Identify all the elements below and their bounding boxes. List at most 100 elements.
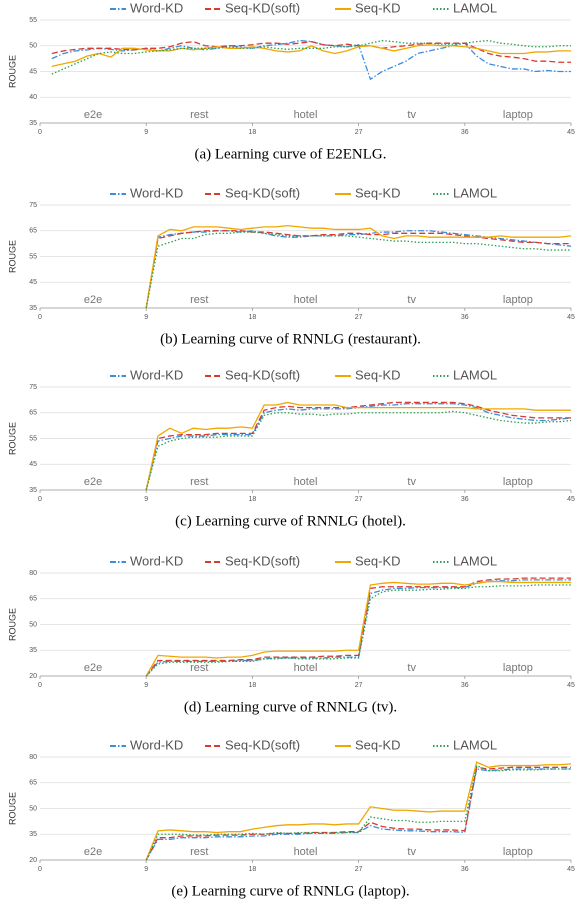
region-label: hotel [294,109,318,121]
caption: (d) Learning curve of RNNLG (tv). [184,699,397,715]
y-axis-label: ROUGE [7,422,17,455]
x-tick-label: 0 [38,496,42,503]
y-tick-label: 20 [29,673,37,680]
y-tick-label: 35 [29,487,37,494]
region-label: tv [407,109,416,121]
chart: Word-KD Seq-KD(soft) Seq-KD LAMOL 35 45 55 65 75… [7,185,575,347]
legend-label: Word-KD [130,0,183,15]
legend-label: LAMOL [453,0,497,15]
y-tick-label: 35 [29,647,37,654]
y-tick-label: 35 [29,831,37,838]
y-axis-label: ROUGE [7,608,17,641]
y-tick-label: 65 [29,410,37,417]
region-label: rest [190,109,208,121]
chart: Word-KD Seq-KD(soft) Seq-KD LAMOL 35 45 55 65 75… [7,367,575,529]
legend-label: Seq-KD [355,0,401,15]
caption: (e) Learning curve of RNNLG (laptop). [171,883,409,899]
series-line [145,401,571,491]
series-line [145,761,572,861]
x-tick-label: 27 [355,866,363,873]
x-tick-label: 9 [144,682,148,689]
legend-label: Word-KD [130,185,183,200]
x-tick-label: 45 [567,682,575,689]
y-tick-label: 45 [29,461,37,468]
legend-label: Seq-KD [355,185,401,200]
y-tick-label: 50 [29,621,37,628]
y-tick-label: 55 [29,253,37,260]
region-label: hotel [294,662,318,674]
series-line [51,44,571,67]
series-line [145,766,571,861]
region-label: laptop [503,476,533,488]
y-tick-label: 45 [29,68,37,75]
region-label: rest [190,846,208,858]
x-tick-label: 9 [144,496,148,503]
legend-label: Seq-KD(soft) [225,737,300,752]
x-tick-label: 18 [249,129,257,136]
x-tick-label: 18 [249,866,257,873]
legend-label: Word-KD [130,737,183,752]
y-tick-label: 65 [29,228,37,235]
series-line [145,410,572,491]
y-tick-label: 45 [29,279,37,286]
series-line [145,584,571,677]
x-tick-label: 36 [461,314,469,321]
region-label: e2e [84,662,102,674]
y-tick-label: 50 [29,43,37,50]
region-label: hotel [294,476,318,488]
x-tick-label: 9 [144,314,148,321]
legend-label: LAMOL [453,737,497,752]
x-tick-label: 18 [249,682,257,689]
y-axis-label: ROUGE [7,792,17,825]
chart: Word-KD Seq-KD(soft) Seq-KD LAMOL 35 40 45 50 55… [7,0,575,162]
x-tick-label: 0 [38,682,42,689]
y-tick-label: 55 [29,17,37,24]
x-tick-label: 27 [355,496,363,503]
legend-label: Seq-KD(soft) [225,553,300,568]
x-tick-label: 0 [38,866,42,873]
series-line [145,768,571,861]
x-tick-label: 0 [38,129,42,136]
region-label: e2e [84,846,102,858]
region-label: rest [190,294,208,306]
series-line [145,224,572,309]
region-label: hotel [294,846,318,858]
x-tick-label: 36 [461,496,469,503]
y-axis-label: ROUGE [7,55,17,88]
series-line [51,39,571,75]
x-tick-label: 18 [249,496,257,503]
legend-label: Seq-KD(soft) [225,185,300,200]
region-label: tv [407,846,416,858]
legend-label: Seq-KD [355,737,401,752]
x-tick-label: 27 [355,682,363,689]
caption: (b) Learning curve of RNNLG (restaurant)… [160,331,421,347]
y-tick-label: 80 [29,754,37,761]
y-tick-label: 55 [29,435,37,442]
x-tick-label: 36 [461,866,469,873]
chart: Word-KD Seq-KD(soft) Seq-KD LAMOL 20 35 50 65 80… [7,553,575,715]
y-tick-label: 65 [29,596,37,603]
y-tick-label: 65 [29,780,37,787]
legend-label: Seq-KD [355,367,401,382]
y-axis-label: ROUGE [7,240,17,273]
y-tick-label: 35 [29,305,37,312]
y-tick-label: 75 [29,384,37,391]
x-tick-label: 45 [567,129,575,136]
legend-label: Seq-KD(soft) [225,0,300,15]
legend-label: Seq-KD(soft) [225,367,300,382]
x-tick-label: 18 [249,314,257,321]
region-label: tv [407,294,416,306]
series-line [145,580,571,677]
x-tick-label: 36 [461,682,469,689]
region-label: laptop [503,294,533,306]
x-tick-label: 9 [144,866,148,873]
region-label: laptop [503,846,533,858]
region-label: rest [190,476,208,488]
region-label: laptop [503,109,533,121]
y-tick-label: 35 [29,120,37,127]
x-tick-label: 45 [567,314,575,321]
region-label: hotel [294,294,318,306]
legend-label: LAMOL [453,185,497,200]
x-tick-label: 27 [355,129,363,136]
caption: (c) Learning curve of RNNLG (hotel). [175,513,406,529]
